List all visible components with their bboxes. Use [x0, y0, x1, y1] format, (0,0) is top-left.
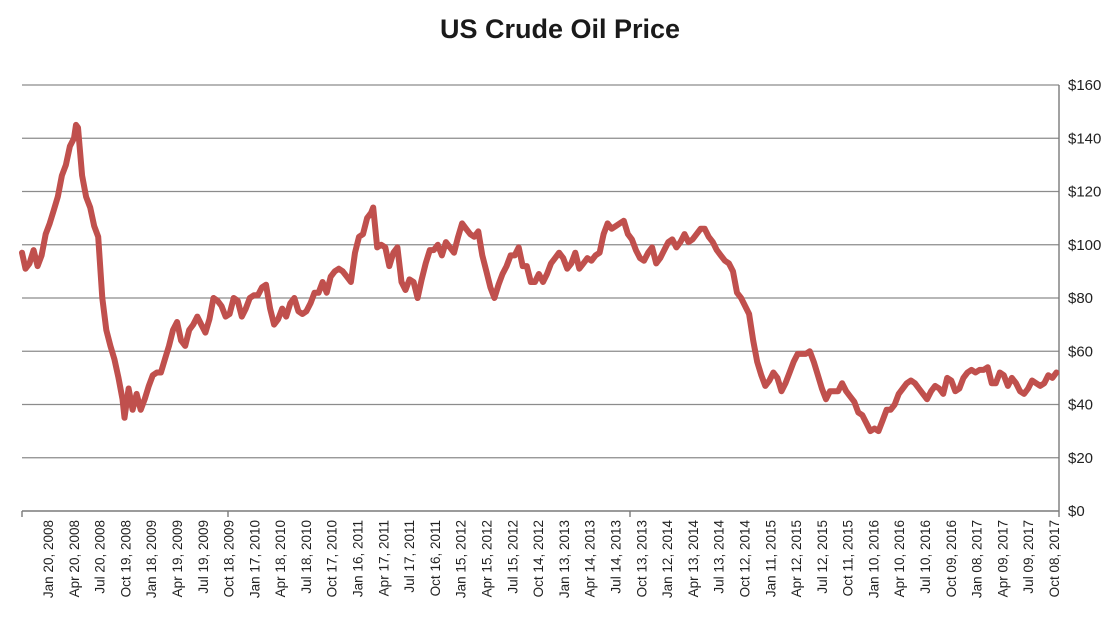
x-tick-label: Jul 12, 2015: [815, 520, 830, 594]
x-tick-label: Jan 17, 2010: [247, 520, 262, 598]
y-axis-tick-labels: $0 $20 $40 $60 $80 $100 $120 $140 $160: [1068, 77, 1101, 520]
gridlines: [22, 84, 1059, 459]
x-tick-label: Jul 20, 2008: [93, 520, 108, 594]
x-tick-label: Oct 19, 2008: [118, 520, 133, 597]
x-tick-label: Jul 10, 2016: [918, 520, 933, 594]
x-tick-label: Apr 12, 2015: [789, 520, 804, 597]
x-tick-label: Oct 12, 2014: [737, 520, 752, 598]
x-tick-label: Oct 17, 2010: [325, 520, 340, 597]
x-tick-label: Oct 08, 2017: [1047, 520, 1062, 597]
x-tick-label: Apr 17, 2011: [376, 520, 391, 596]
x-tick-label: Oct 14, 2012: [531, 520, 546, 597]
x-tick-label: Jul 15, 2012: [505, 520, 520, 594]
x-tick-label: Jan 16, 2011: [351, 520, 366, 597]
x-tick-label: Oct 13, 2013: [634, 520, 649, 597]
y-tick-label: $140: [1068, 130, 1101, 147]
x-tick-label: Apr 15, 2012: [480, 520, 495, 597]
x-tick-label: Apr 10, 2016: [892, 520, 907, 597]
y-tick-label: $100: [1068, 237, 1101, 254]
x-tick-label: Jan 12, 2014: [660, 520, 675, 599]
y-tick-label: $60: [1068, 343, 1093, 360]
x-tick-label: Jul 14, 2013: [608, 520, 623, 594]
x-tick-label: Jul 18, 2010: [299, 520, 314, 594]
x-tick-label: Jan 10, 2016: [866, 520, 881, 598]
x-tick-label: Oct 18, 2009: [222, 520, 237, 597]
x-tick-label: Oct 09, 2016: [944, 520, 959, 597]
x-tick-label: Apr 19, 2009: [170, 520, 185, 597]
x-tick-label: Jul 09, 2017: [1021, 520, 1036, 594]
axes: [21, 85, 1060, 517]
y-tick-label: $0: [1068, 503, 1085, 520]
x-tick-label: Jan 08, 2017: [970, 520, 985, 598]
y-tick-label: $20: [1068, 450, 1093, 467]
series-layer: [19, 121, 1060, 435]
x-tick-label: Jul 17, 2011: [402, 520, 417, 593]
x-tick-label: Apr 09, 2017: [995, 520, 1010, 597]
x-tick-label: Apr 14, 2013: [583, 520, 598, 597]
y-tick-label: $160: [1068, 77, 1101, 94]
x-tick-label: Jan 20, 2008: [41, 520, 56, 598]
series-line: [19, 121, 1060, 435]
y-tick-label: $120: [1068, 184, 1101, 201]
x-tick-label: Jan 18, 2009: [144, 520, 159, 598]
chart-title: US Crude Oil Price: [439, 14, 681, 44]
x-tick-label: Oct 16, 2011: [428, 520, 443, 596]
x-tick-label: Oct 11, 2015: [841, 520, 856, 596]
x-tick-label: Apr 18, 2010: [273, 520, 288, 597]
x-tick-label: Jul 13, 2014: [712, 520, 727, 594]
x-tick-label: Jan 15, 2012: [454, 520, 469, 598]
x-axis-tick-labels: Jan 20, 2008 Apr 20, 2008 Jul 20, 2008 Oct …: [41, 520, 1062, 599]
x-tick-label: Apr 13, 2014: [686, 520, 701, 598]
x-tick-label: Apr 20, 2008: [67, 520, 82, 597]
x-tick-label: Jan 11, 2015: [763, 520, 778, 597]
x-tick-label: Jul 19, 2009: [196, 520, 211, 594]
y-tick-label: $80: [1068, 290, 1093, 307]
x-tick-label: Jan 13, 2013: [557, 520, 572, 598]
y-tick-label: $40: [1068, 397, 1093, 414]
